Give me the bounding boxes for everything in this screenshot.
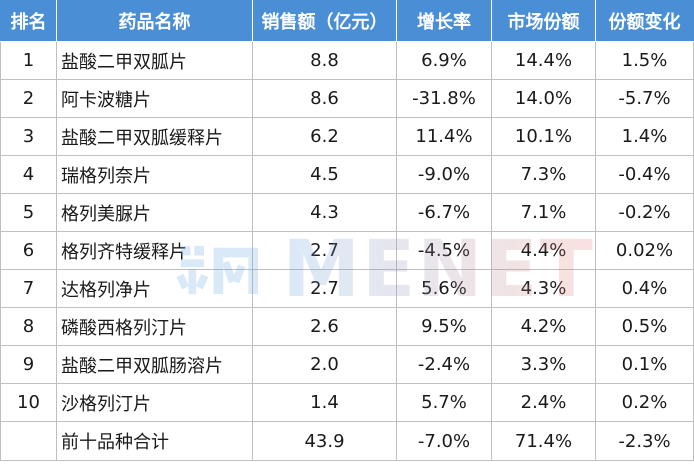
cell-name: 格列齐特缓释片 xyxy=(56,231,253,270)
table-row: 5 格列美脲片 4.3 -6.7% 7.1% -0.2% xyxy=(0,193,694,232)
table-row: 10 沙格列汀片 1.4 5.7% 2.4% 0.2% xyxy=(0,383,694,422)
cell-rank xyxy=(0,421,57,461)
cell-name: 阿卡波糖片 xyxy=(56,79,253,118)
cell-sales: 2.0 xyxy=(252,345,397,384)
cell-rank: 2 xyxy=(0,79,57,118)
cell-share: 14.0% xyxy=(491,79,596,118)
cell-growth: 11.4% xyxy=(396,117,492,156)
cell-share: 4.4% xyxy=(491,231,596,270)
total-row: 前十品种合计 43.9 -7.0% 71.4% -2.3% xyxy=(0,421,694,461)
cell-share: 2.4% xyxy=(491,383,596,422)
cell-name: 磷酸西格列汀片 xyxy=(56,307,253,346)
cell-rank: 5 xyxy=(0,193,57,232)
header-share: 市场份额 xyxy=(491,0,596,42)
cell-growth: -4.5% xyxy=(396,231,492,270)
cell-change: -0.4% xyxy=(595,155,694,194)
cell-share: 10.1% xyxy=(491,117,596,156)
cell-sales: 43.9 xyxy=(252,421,397,461)
cell-sales: 2.7 xyxy=(252,231,397,270)
cell-rank: 4 xyxy=(0,155,57,194)
table-row: 3 盐酸二甲双胍缓释片 6.2 11.4% 10.1% 1.4% xyxy=(0,117,694,156)
cell-rank: 3 xyxy=(0,117,57,156)
cell-name: 盐酸二甲双胍缓释片 xyxy=(56,117,253,156)
cell-rank: 10 xyxy=(0,383,57,422)
header-row: 排名 药品名称 销售额（亿元） 增长率 市场份额 份额变化 xyxy=(0,0,694,42)
cell-growth: -31.8% xyxy=(396,79,492,118)
cell-growth: -2.4% xyxy=(396,345,492,384)
cell-change: 0.02% xyxy=(595,231,694,270)
cell-change: -2.3% xyxy=(595,421,694,461)
cell-growth: 5.7% xyxy=(396,383,492,422)
header-rank: 排名 xyxy=(0,0,57,42)
cell-growth: -6.7% xyxy=(396,193,492,232)
cell-sales: 8.8 xyxy=(252,41,397,80)
table-row: 6 格列齐特缓释片 2.7 -4.5% 4.4% 0.02% xyxy=(0,231,694,270)
cell-change: -0.2% xyxy=(595,193,694,232)
cell-growth: 6.9% xyxy=(396,41,492,80)
cell-change: 0.4% xyxy=(595,269,694,308)
cell-sales: 4.3 xyxy=(252,193,397,232)
cell-rank: 7 xyxy=(0,269,57,308)
cell-rank: 6 xyxy=(0,231,57,270)
cell-growth: -9.0% xyxy=(396,155,492,194)
cell-sales: 4.5 xyxy=(252,155,397,194)
table-row: 9 盐酸二甲双胍肠溶片 2.0 -2.4% 3.3% 0.1% xyxy=(0,345,694,384)
cell-change: -5.7% xyxy=(595,79,694,118)
cell-share: 71.4% xyxy=(491,421,596,461)
cell-rank: 8 xyxy=(0,307,57,346)
cell-change: 0.2% xyxy=(595,383,694,422)
cell-share: 7.1% xyxy=(491,193,596,232)
table-body: 1 盐酸二甲双胍片 8.8 6.9% 14.4% 1.5% 2 阿卡波糖片 8.6 -31.8%… xyxy=(0,41,694,461)
cell-sales: 2.6 xyxy=(252,307,397,346)
cell-share: 4.3% xyxy=(491,269,596,308)
cell-share: 14.4% xyxy=(491,41,596,80)
cell-sales: 1.4 xyxy=(252,383,397,422)
cell-name: 瑞格列奈片 xyxy=(56,155,253,194)
table-row: 8 磷酸西格列汀片 2.6 9.5% 4.2% 0.5% xyxy=(0,307,694,346)
cell-rank: 9 xyxy=(0,345,57,384)
cell-name: 前十品种合计 xyxy=(56,421,253,461)
cell-change: 0.1% xyxy=(595,345,694,384)
cell-name: 盐酸二甲双胍片 xyxy=(56,41,253,80)
cell-name: 达格列净片 xyxy=(56,269,253,308)
cell-share: 4.2% xyxy=(491,307,596,346)
cell-rank: 1 xyxy=(0,41,57,80)
cell-growth: 5.6% xyxy=(396,269,492,308)
cell-change: 1.4% xyxy=(595,117,694,156)
cell-sales: 8.6 xyxy=(252,79,397,118)
header-name: 药品名称 xyxy=(56,0,253,42)
table-row: 7 达格列净片 2.7 5.6% 4.3% 0.4% xyxy=(0,269,694,308)
cell-name: 格列美脲片 xyxy=(56,193,253,232)
header-sales: 销售额（亿元） xyxy=(252,0,397,42)
cell-growth: -7.0% xyxy=(396,421,492,461)
cell-sales: 2.7 xyxy=(252,269,397,308)
cell-growth: 9.5% xyxy=(396,307,492,346)
cell-share: 3.3% xyxy=(491,345,596,384)
cell-share: 7.3% xyxy=(491,155,596,194)
table-row: 2 阿卡波糖片 8.6 -31.8% 14.0% -5.7% xyxy=(0,79,694,118)
header-change: 份额变化 xyxy=(595,0,694,42)
header-growth: 增长率 xyxy=(396,0,492,42)
cell-name: 盐酸二甲双胍肠溶片 xyxy=(56,345,253,384)
cell-change: 1.5% xyxy=(595,41,694,80)
table-row: 1 盐酸二甲双胍片 8.8 6.9% 14.4% 1.5% xyxy=(0,41,694,80)
cell-name: 沙格列汀片 xyxy=(56,383,253,422)
cell-sales: 6.2 xyxy=(252,117,397,156)
table-row: 4 瑞格列奈片 4.5 -9.0% 7.3% -0.4% xyxy=(0,155,694,194)
cell-change: 0.5% xyxy=(595,307,694,346)
